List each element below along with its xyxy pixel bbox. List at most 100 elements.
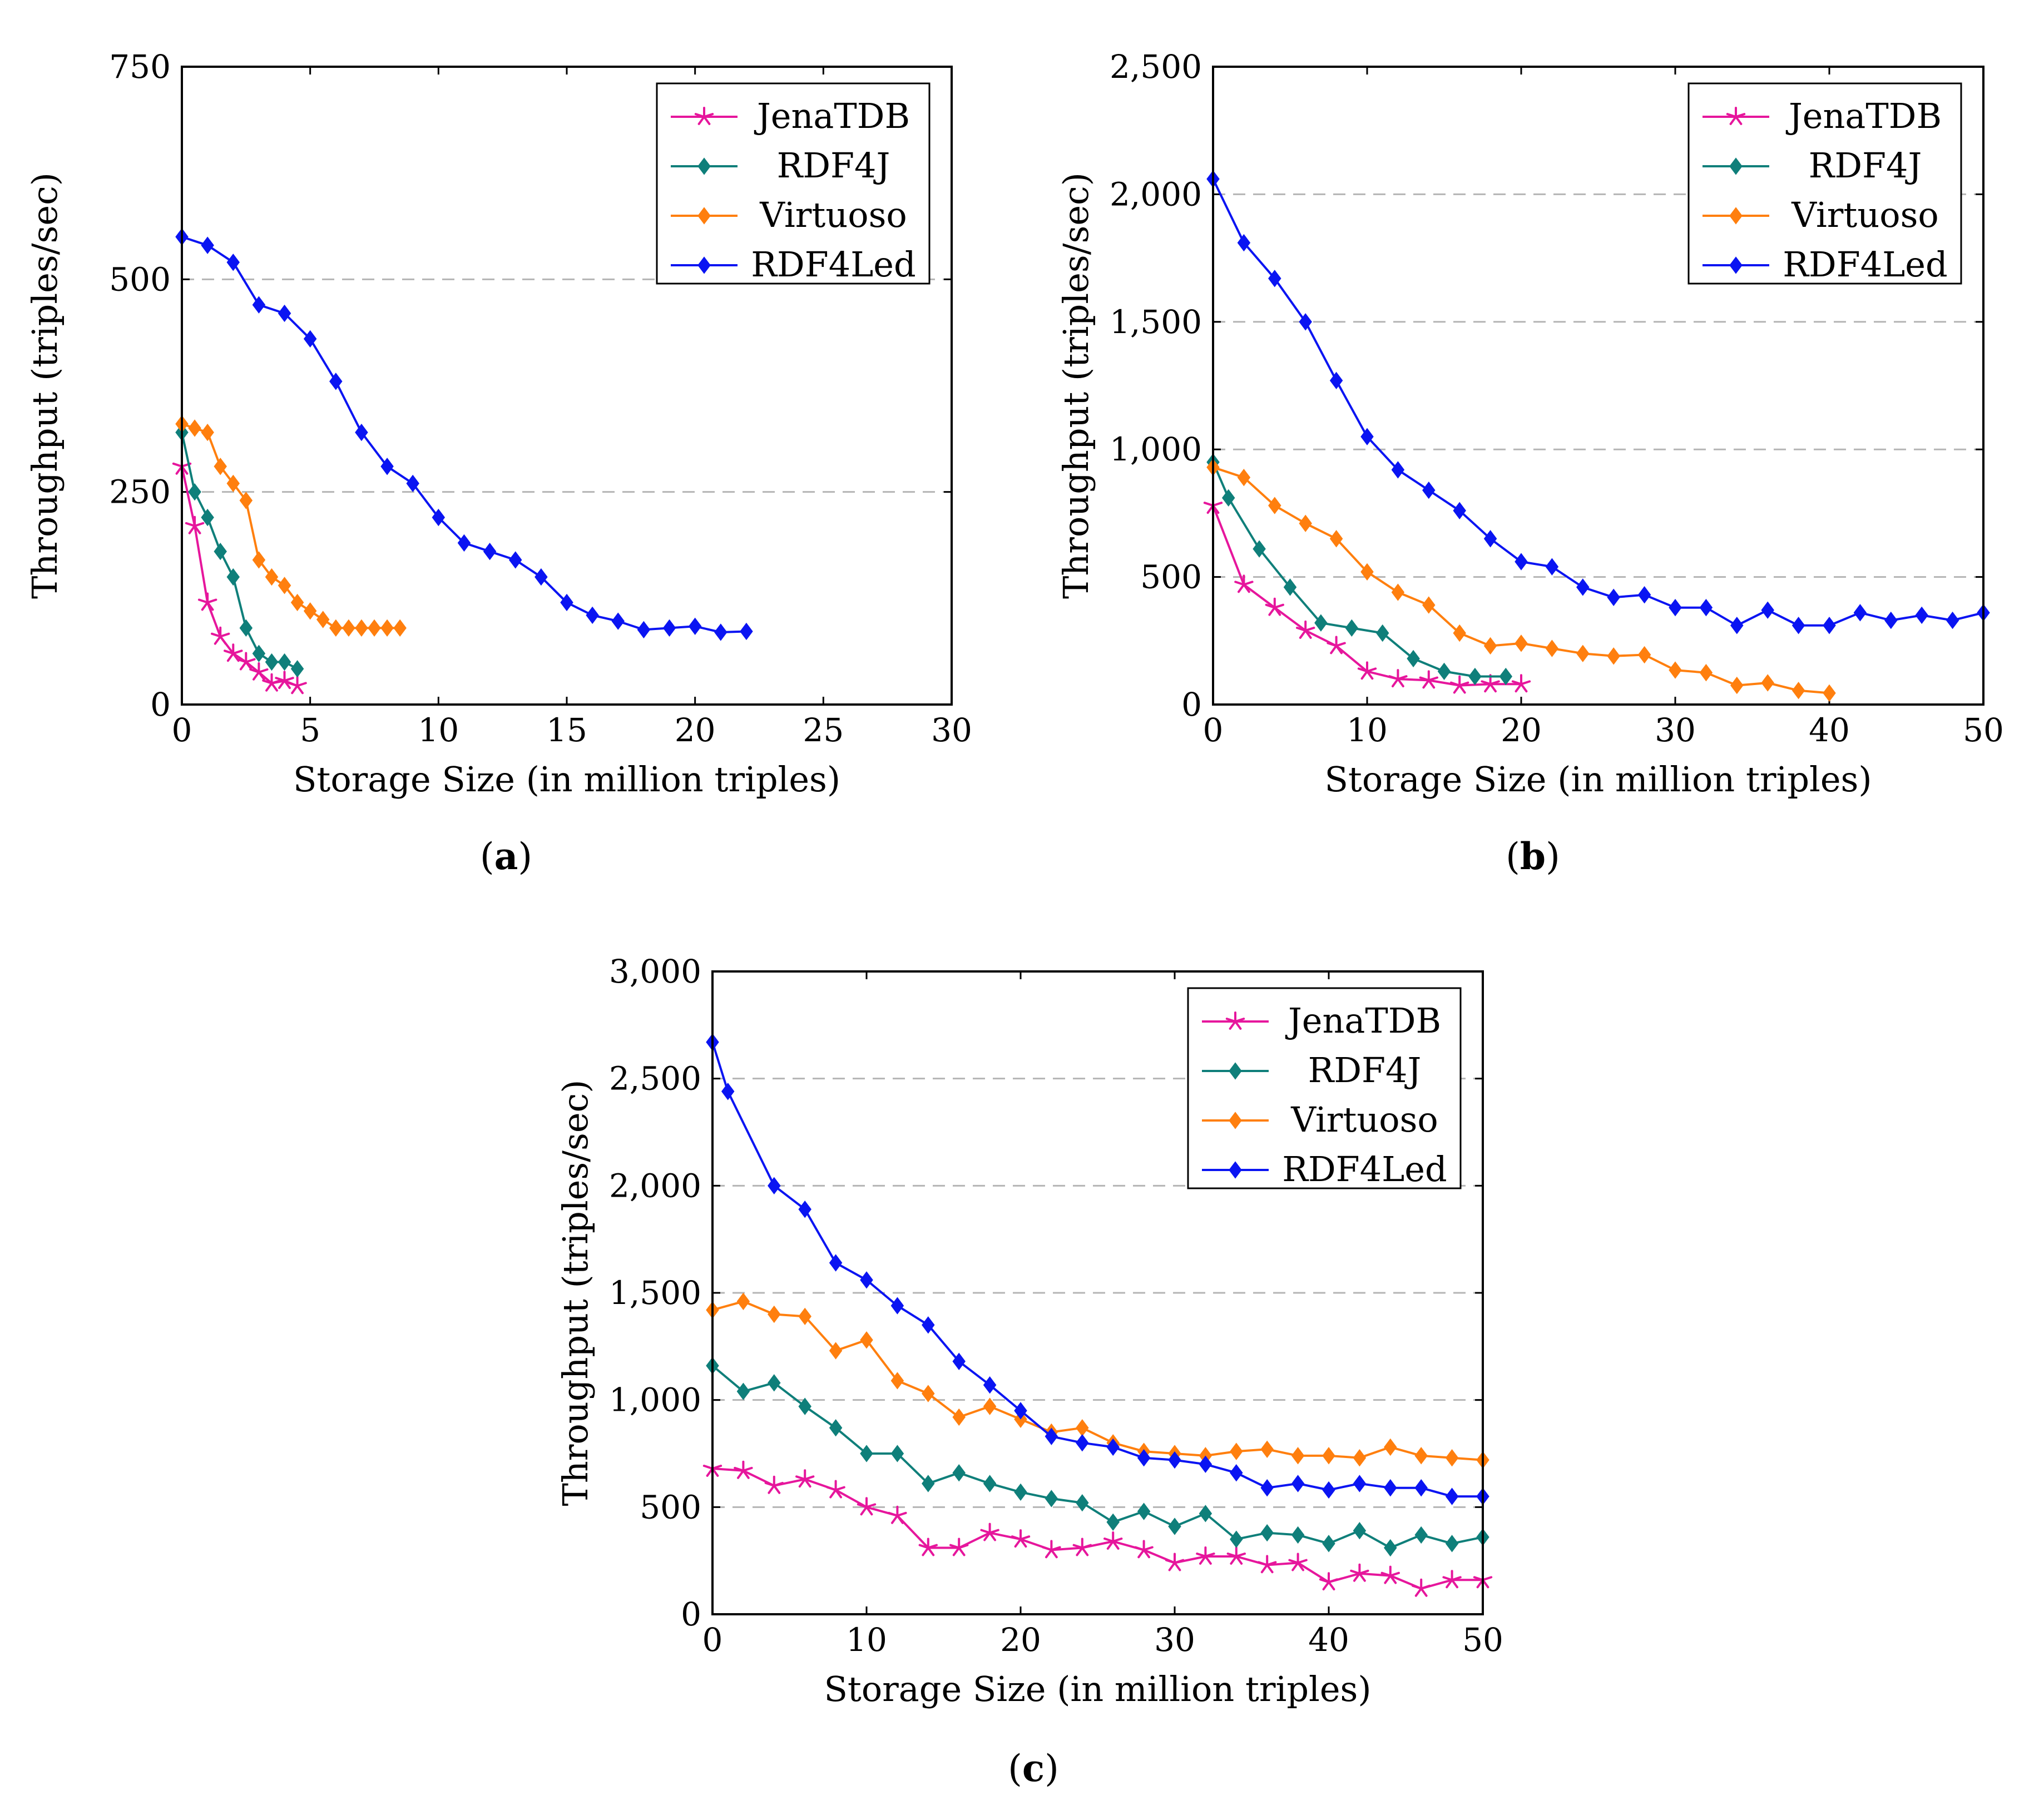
x-axis-label: Storage Size (in million triples): [824, 1669, 1371, 1709]
point-rdf4led-22: [1384, 1479, 1397, 1497]
point-rdf4j-15: [1168, 1518, 1181, 1535]
point-rdf4led-13: [1106, 1438, 1120, 1456]
point-rdf4led-20: [688, 617, 702, 635]
x-tick-label-4: 40: [1809, 711, 1850, 749]
point-rdf4j-3: [798, 1397, 811, 1415]
point-rdf4led-18: [637, 621, 651, 639]
point-rdf4j-13: [1106, 1513, 1120, 1531]
point-rdf4led-14: [535, 568, 548, 586]
point-virtuoso-2: [201, 423, 214, 442]
point-jenatdb-19: [1288, 1553, 1308, 1571]
point-virtuoso-19: [1791, 682, 1805, 700]
point-rdf4led-8: [380, 458, 394, 475]
point-rdf4led-19: [1791, 617, 1805, 634]
point-virtuoso-23: [1414, 1447, 1428, 1465]
point-rdf4j-1: [736, 1382, 750, 1400]
point-rdf4led-21: [1353, 1475, 1367, 1492]
point-rdf4led-12: [1076, 1434, 1089, 1452]
point-jenatdb-1: [734, 1460, 753, 1479]
point-rdf4led-18: [1761, 601, 1774, 619]
series-line-virtuoso: [181, 423, 400, 629]
point-rdf4led-10: [1515, 553, 1528, 571]
legend-marker-jenatdb: [1225, 1011, 1245, 1030]
point-jenatdb-5: [236, 652, 256, 671]
x-tick-label-0: 0: [172, 711, 192, 749]
x-tick-label-3: 30: [1655, 711, 1696, 749]
point-jenatdb-20: [1319, 1572, 1339, 1591]
y-tick-label-1: 500: [1140, 558, 1202, 596]
legend-marker-rdf4j: [697, 157, 711, 175]
y-tick-label-0: 0: [150, 686, 171, 723]
x-tick-label-1: 10: [846, 1621, 887, 1659]
point-virtuoso-12: [1576, 644, 1590, 662]
series-line-virtuoso: [1212, 466, 1830, 695]
point-rdf4j-17: [1230, 1530, 1243, 1548]
point-rdf4led-17: [1230, 1464, 1243, 1482]
legend-label-rdf4led: RDF4Led: [751, 244, 915, 285]
point-virtuoso-9: [1483, 637, 1497, 655]
point-virtuoso-9: [983, 1397, 997, 1415]
point-virtuoso-20: [1823, 684, 1836, 702]
y-tick-label-0: 0: [1181, 686, 1202, 723]
chart-b: 0 10 20 30 40 5005001,0001,5002,0002,500Stora…: [1056, 48, 2004, 878]
chart-c: 0 10 20 30 40 5005001,0001,5002,0002,5003,000…: [555, 953, 1503, 1790]
point-rdf4led-6: [329, 373, 343, 390]
point-rdf4j-18: [1260, 1524, 1274, 1542]
point-rdf4led-10: [1014, 1402, 1027, 1420]
point-rdf4led-16: [1699, 598, 1713, 617]
legend-marker-virtuoso: [697, 207, 711, 225]
point-rdf4led-7: [922, 1316, 935, 1334]
caption: (b): [1506, 835, 1560, 878]
point-rdf4j-11: [1045, 1490, 1058, 1507]
point-jenatdb-8: [275, 671, 294, 690]
point-jenatdb-2: [1265, 597, 1284, 616]
point-jenatdb-2: [197, 592, 217, 611]
point-rdf4j-16: [1199, 1505, 1212, 1523]
point-rdf4led-5: [303, 330, 317, 348]
point-virtuoso-10: [1515, 634, 1528, 652]
x-tick-label-5: 50: [1462, 1621, 1503, 1659]
plot-frame: [181, 66, 953, 706]
point-rdf4j-6: [1375, 624, 1389, 642]
point-jenatdb-16: [1196, 1546, 1215, 1565]
point-virtuoso-7: [265, 568, 279, 586]
point-virtuoso-6: [890, 1372, 904, 1390]
point-rdf4j-8: [952, 1464, 966, 1482]
point-virtuoso-16: [380, 619, 394, 637]
point-jenatdb-8: [949, 1538, 969, 1556]
point-virtuoso-1: [736, 1292, 750, 1311]
point-rdf4j-14: [1137, 1502, 1151, 1520]
legend-marker-jenatdb: [694, 107, 714, 125]
point-rdf4j-6: [252, 644, 266, 662]
point-virtuoso-1: [1237, 469, 1251, 487]
point-jenatdb-7: [918, 1538, 938, 1556]
point-rdf4j-4: [829, 1419, 843, 1437]
point-virtuoso-15: [368, 619, 381, 637]
caption: (a): [480, 835, 532, 878]
point-jenatdb-6: [1388, 669, 1408, 688]
point-jenatdb-2: [764, 1475, 784, 1494]
point-rdf4j-7: [1407, 649, 1420, 668]
point-rdf4j-5: [239, 619, 253, 637]
point-rdf4j-9: [983, 1475, 997, 1492]
point-virtuoso-13: [1607, 647, 1620, 665]
plot-frame: [711, 970, 1484, 1615]
point-rdf4led-5: [860, 1271, 873, 1289]
point-rdf4led-23: [1915, 606, 1928, 624]
x-tick-label-2: 20: [1000, 1621, 1041, 1659]
point-rdf4j-3: [1283, 578, 1297, 596]
point-rdf4led-2: [226, 254, 240, 271]
point-virtuoso-21: [1353, 1449, 1367, 1467]
y-tick-label-4: 2,000: [1110, 175, 1202, 213]
point-virtuoso-4: [829, 1342, 843, 1360]
x-tick-label-4: 20: [675, 711, 716, 749]
y-axis-label: Throughput (triples/sec): [555, 1080, 596, 1506]
x-tick-label-3: 30: [1154, 1621, 1195, 1659]
point-jenatdb-11: [1042, 1540, 1061, 1559]
point-rdf4led-13: [508, 551, 522, 569]
point-jenatdb-10: [1011, 1529, 1031, 1548]
y-tick-label-5: 2,500: [1110, 48, 1202, 86]
caption: (c): [1008, 1747, 1059, 1790]
plot-frame: [1212, 66, 1984, 706]
point-virtuoso-5: [1360, 563, 1374, 581]
